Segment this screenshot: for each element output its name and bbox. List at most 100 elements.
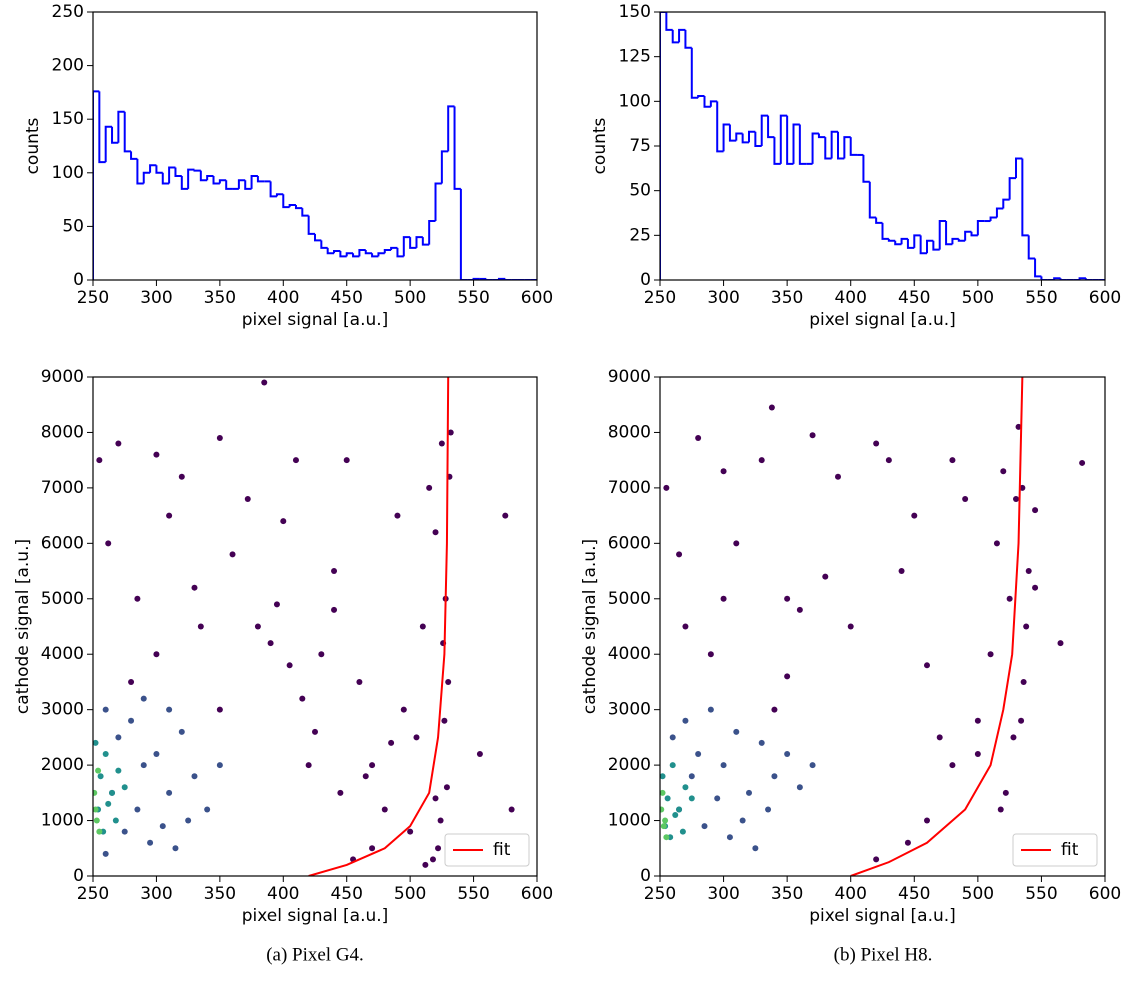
- histogram-step: [779, 114, 788, 164]
- caption: (a) Pixel G4.: [266, 944, 364, 965]
- scatter-point: [166, 512, 173, 519]
- y-tick-label: 0: [73, 866, 84, 886]
- x-tick-label: 250: [77, 288, 109, 308]
- histogram-step: [722, 123, 730, 152]
- x-tick-label: 250: [77, 884, 109, 904]
- histogram-step: [1021, 158, 1029, 237]
- histogram-step: [754, 131, 762, 147]
- histogram-step: [104, 125, 113, 163]
- histogram-step: [396, 247, 404, 258]
- histogram-step: [149, 164, 157, 173]
- scatter-point: [172, 845, 179, 852]
- scatter-point: [435, 845, 442, 852]
- scatter-point: [362, 773, 369, 780]
- scatter-point: [140, 695, 147, 702]
- scatter-point: [707, 706, 714, 713]
- scatter-point: [898, 568, 905, 575]
- histogram-step: [187, 168, 195, 189]
- histogram-step: [206, 175, 214, 181]
- scatter-point: [476, 751, 483, 758]
- scatter-point: [105, 800, 112, 807]
- scatter-point: [949, 762, 956, 769]
- histogram-step: [716, 101, 724, 153]
- x-tick-label: 500: [394, 884, 426, 904]
- y-tick-label: 6000: [608, 533, 651, 553]
- histogram-step: [168, 166, 176, 184]
- scatter-point: [292, 457, 299, 464]
- scatter-point: [695, 751, 702, 758]
- histogram-step: [957, 238, 966, 242]
- y-tick-label: 0: [640, 270, 651, 290]
- scatter-point: [1013, 495, 1019, 502]
- scatter-point: [204, 806, 211, 813]
- scatter-point: [102, 751, 109, 758]
- scatter-point: [96, 828, 103, 835]
- histogram-step: [824, 137, 832, 160]
- chart: 250 300 350 400 450 500 550 6000100020003000400…: [580, 367, 1121, 926]
- scatter-point: [261, 379, 268, 386]
- y-axis-label: cathode signal [a.u.]: [13, 539, 33, 714]
- scatter-point: [873, 856, 880, 863]
- scatter-point: [105, 540, 112, 547]
- y-tick-label: 2000: [41, 755, 84, 775]
- scatter-point: [153, 651, 160, 658]
- histogram-step: [93, 90, 100, 280]
- histogram-step: [333, 250, 341, 254]
- y-tick-label: 7000: [608, 478, 651, 498]
- scatter-point: [312, 728, 318, 735]
- scatter-point: [343, 457, 350, 464]
- scatter-point: [109, 789, 116, 796]
- y-axis-label: counts: [23, 117, 43, 174]
- histogram-step: [684, 29, 692, 49]
- scatter-point: [216, 762, 223, 769]
- scatter-point: [752, 845, 759, 852]
- scatter-point: [739, 817, 746, 824]
- scatter-point: [93, 806, 99, 813]
- histogram-step: [352, 253, 360, 258]
- scatter-point: [191, 773, 198, 780]
- scatter-point: [191, 584, 198, 591]
- scatter-point: [1010, 734, 1017, 741]
- scatter-point: [413, 734, 420, 741]
- histogram-step: [1015, 157, 1023, 179]
- scatter-point: [707, 651, 714, 658]
- scatter-point: [701, 823, 708, 830]
- fit-line: [308, 377, 450, 876]
- scatter-point: [679, 828, 686, 835]
- x-tick-label: 600: [1089, 288, 1121, 308]
- histogram-step: [282, 194, 290, 209]
- histogram-step: [504, 278, 512, 280]
- scatter-point: [216, 434, 223, 441]
- scatter-point: [419, 623, 426, 630]
- scatter-point: [911, 512, 918, 519]
- y-tick-label: 150: [52, 109, 84, 129]
- scatter-point: [847, 623, 854, 630]
- y-tick-label: 125: [619, 47, 651, 67]
- scatter-point: [1023, 623, 1030, 630]
- scatter-point: [784, 595, 791, 602]
- scatter-point: [784, 751, 791, 758]
- scatter-point: [438, 440, 445, 447]
- x-tick-label: 400: [267, 884, 299, 904]
- scatter-point: [663, 484, 670, 491]
- scatter-point: [443, 784, 450, 791]
- histogram-step: [459, 188, 468, 280]
- legend-label: fit: [1061, 840, 1079, 860]
- x-tick-label: 400: [834, 884, 866, 904]
- histogram-step: [117, 110, 125, 143]
- histogram-step: [180, 176, 189, 190]
- histogram-step: [142, 171, 151, 184]
- y-tick-label: 100: [52, 163, 84, 183]
- scatter-point: [115, 734, 122, 741]
- scatter-point: [95, 767, 102, 774]
- scatter-point: [664, 795, 671, 802]
- axes-frame: [92, 11, 538, 281]
- scatter-point: [662, 817, 669, 824]
- scatter-point: [660, 789, 666, 796]
- y-tick-label: 1000: [608, 811, 651, 831]
- histogram-step: [900, 237, 908, 245]
- histogram-step: [665, 12, 673, 31]
- scatter-point: [796, 784, 803, 791]
- x-tick-label: 400: [267, 288, 299, 308]
- histogram-step: [428, 220, 436, 245]
